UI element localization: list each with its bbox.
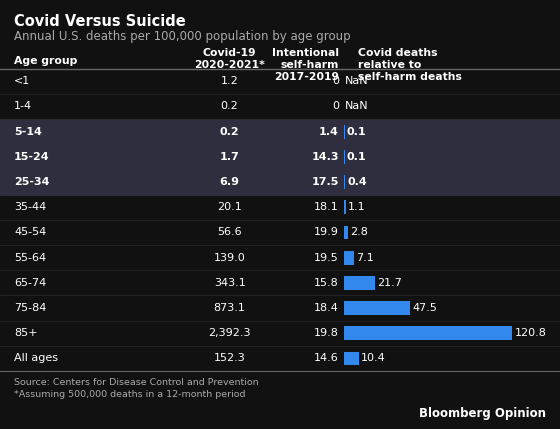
Text: 25-34: 25-34 <box>14 177 49 187</box>
Text: Bloomberg Opinion: Bloomberg Opinion <box>419 407 546 420</box>
Text: 0.2: 0.2 <box>221 101 239 112</box>
Text: 873.1: 873.1 <box>214 303 245 313</box>
Text: 21.7: 21.7 <box>377 278 402 288</box>
Text: 17.5: 17.5 <box>311 177 339 187</box>
Text: 75-84: 75-84 <box>14 303 46 313</box>
Text: 19.9: 19.9 <box>314 227 339 238</box>
Text: Covid Versus Suicide: Covid Versus Suicide <box>14 14 186 29</box>
Text: Covid deaths
relative to
self-harm deaths: Covid deaths relative to self-harm death… <box>358 48 462 82</box>
Text: 45-54: 45-54 <box>14 227 46 238</box>
Text: 14.6: 14.6 <box>314 353 339 363</box>
Text: 0.1: 0.1 <box>347 127 366 137</box>
Text: NaN: NaN <box>344 76 368 86</box>
Text: 7.1: 7.1 <box>357 253 374 263</box>
Text: 139.0: 139.0 <box>214 253 245 263</box>
Text: <1: <1 <box>14 76 30 86</box>
Text: 18.1: 18.1 <box>314 202 339 212</box>
Text: 343.1: 343.1 <box>214 278 245 288</box>
Text: 2,392.3: 2,392.3 <box>208 328 251 338</box>
Text: Covid-19
2020-2021*: Covid-19 2020-2021* <box>194 48 265 70</box>
Text: NaN: NaN <box>344 101 368 112</box>
Text: 120.8: 120.8 <box>515 328 547 338</box>
Text: 55-64: 55-64 <box>14 253 46 263</box>
Text: All ages: All ages <box>14 353 58 363</box>
Text: 1.2: 1.2 <box>221 76 239 86</box>
Text: 19.8: 19.8 <box>314 328 339 338</box>
Text: 6.9: 6.9 <box>220 177 240 187</box>
Text: 18.4: 18.4 <box>314 303 339 313</box>
Text: 20.1: 20.1 <box>217 202 242 212</box>
Text: 5-14: 5-14 <box>14 127 42 137</box>
Text: Intentional
self-harm
2017-2019: Intentional self-harm 2017-2019 <box>272 48 339 82</box>
Text: 47.5: 47.5 <box>413 303 437 313</box>
Text: 0.2: 0.2 <box>220 127 240 137</box>
Text: Age group: Age group <box>14 57 77 66</box>
Text: 0.1: 0.1 <box>347 152 366 162</box>
Text: 0: 0 <box>332 76 339 86</box>
Text: 2.8: 2.8 <box>351 227 368 238</box>
Text: 10.4: 10.4 <box>361 353 386 363</box>
Text: 19.5: 19.5 <box>314 253 339 263</box>
Text: 85+: 85+ <box>14 328 38 338</box>
Text: *Assuming 500,000 deaths in a 12-month period: *Assuming 500,000 deaths in a 12-month p… <box>14 390 245 399</box>
Text: 1-4: 1-4 <box>14 101 32 112</box>
Text: 0.4: 0.4 <box>347 177 367 187</box>
Text: 0: 0 <box>332 101 339 112</box>
Text: 15-24: 15-24 <box>14 152 50 162</box>
Text: 35-44: 35-44 <box>14 202 46 212</box>
Text: 1.1: 1.1 <box>348 202 366 212</box>
Text: Annual U.S. deaths per 100,000 population by age group: Annual U.S. deaths per 100,000 populatio… <box>14 30 351 43</box>
Text: 15.8: 15.8 <box>314 278 339 288</box>
Text: 1.4: 1.4 <box>319 127 339 137</box>
Text: Source: Centers for Disease Control and Prevention: Source: Centers for Disease Control and … <box>14 378 259 387</box>
Text: 1.7: 1.7 <box>220 152 240 162</box>
Text: 65-74: 65-74 <box>14 278 46 288</box>
Text: 56.6: 56.6 <box>217 227 242 238</box>
Text: 152.3: 152.3 <box>214 353 245 363</box>
Text: 14.3: 14.3 <box>311 152 339 162</box>
